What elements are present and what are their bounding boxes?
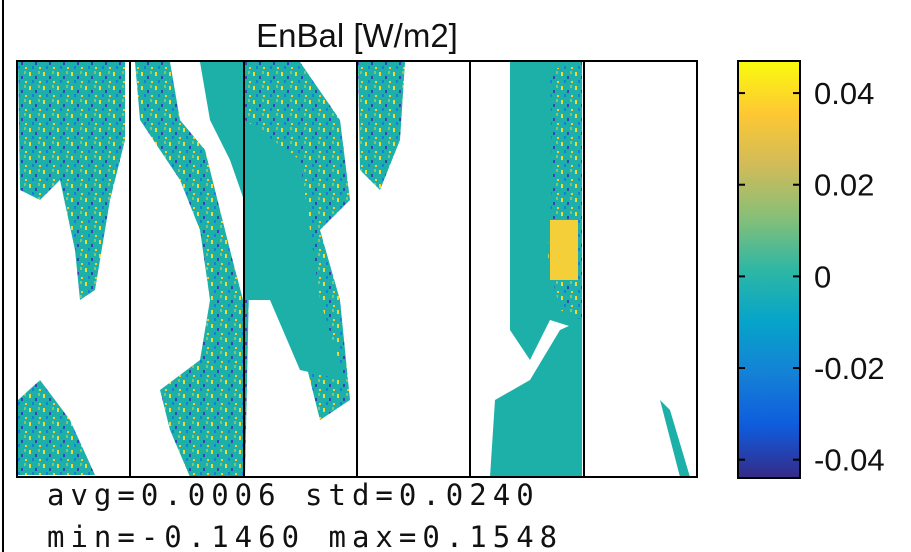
map-region: [200, 62, 244, 200]
map-region: [550, 220, 578, 280]
map-area: [16, 60, 698, 478]
chart-title: EnBal [W/m2]: [256, 17, 458, 54]
stats-line: avg=0.0006 std=0.0240: [47, 478, 540, 512]
colorbar: [737, 60, 801, 479]
map-region: [18, 62, 125, 300]
map-region: [358, 62, 405, 190]
stats-line: min=-0.1460 max=0.1548: [47, 520, 563, 552]
colorbar-tick-label: 0.02: [814, 168, 874, 203]
colorbar-tick-label: -0.04: [814, 443, 885, 478]
map-region: [18, 380, 95, 475]
map-region: [135, 62, 243, 477]
colorbar-tick-label: 0.04: [814, 76, 874, 111]
colorbar-tick-label: 0: [814, 259, 831, 294]
map-region: [490, 320, 582, 477]
colorbar-tick-label: -0.02: [814, 351, 885, 386]
map-region: [245, 120, 345, 380]
map-region: [660, 400, 690, 477]
